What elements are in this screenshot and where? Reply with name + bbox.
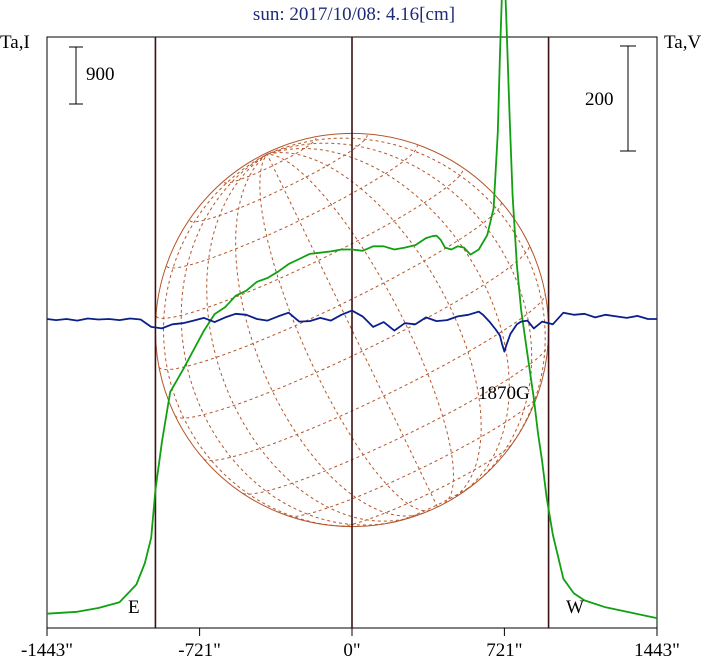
meridian-line: [266, 152, 482, 501]
solar-disk: [154, 132, 550, 528]
vertical-lines: [154, 37, 550, 628]
parallel-line: [289, 396, 538, 517]
x-tick-label: -721": [178, 640, 221, 661]
right-axis-label: Ta,V: [664, 32, 701, 53]
meridian-line: [266, 137, 546, 452]
parallel-line: [158, 201, 502, 371]
x-tick-label: 1443": [634, 640, 680, 661]
east-limb-label: E: [128, 597, 140, 618]
meridian-line: [235, 153, 424, 517]
right-scale-label: 200: [585, 89, 614, 110]
meridian-line: [266, 142, 533, 484]
annotation-label: 1870G: [478, 383, 530, 404]
series-line-I: [46, 0, 658, 619]
central-meridian-line: [266, 154, 438, 508]
parallel-line: [341, 443, 513, 527]
meridian-line: [266, 147, 510, 493]
parallel-line: [203, 294, 546, 462]
left-scale-bar: [69, 46, 83, 105]
parallel-line: [189, 135, 368, 223]
meridian-line: [206, 153, 411, 522]
parallel-line: [155, 167, 464, 319]
parallel-line: [166, 145, 418, 269]
series-line-V: [46, 309, 657, 353]
right-scale-bar: [620, 45, 636, 152]
left-axis-label: Ta,I: [0, 32, 30, 53]
parallel-line: [242, 345, 549, 495]
parallel-line: [174, 244, 530, 419]
meridian-line: [162, 153, 352, 528]
chart-title: sun: 2017/10/08: 4.16[cm]: [253, 4, 455, 25]
x-tick-label: 721": [486, 640, 522, 661]
west-limb-label: W: [566, 597, 584, 618]
left-scale-label: 900: [86, 64, 115, 85]
x-axis-ticks: -1443" -721" 0" 721" 1443": [21, 628, 680, 661]
series-group: [46, 0, 658, 619]
x-tick-label: 0": [343, 640, 360, 661]
x-tick-label: -1443": [21, 640, 73, 661]
meridian-line: [259, 154, 431, 512]
parallel-line: [394, 482, 477, 523]
parallel-line: [223, 137, 317, 184]
meridian-line: [180, 153, 396, 526]
meridian-line: [267, 153, 455, 504]
